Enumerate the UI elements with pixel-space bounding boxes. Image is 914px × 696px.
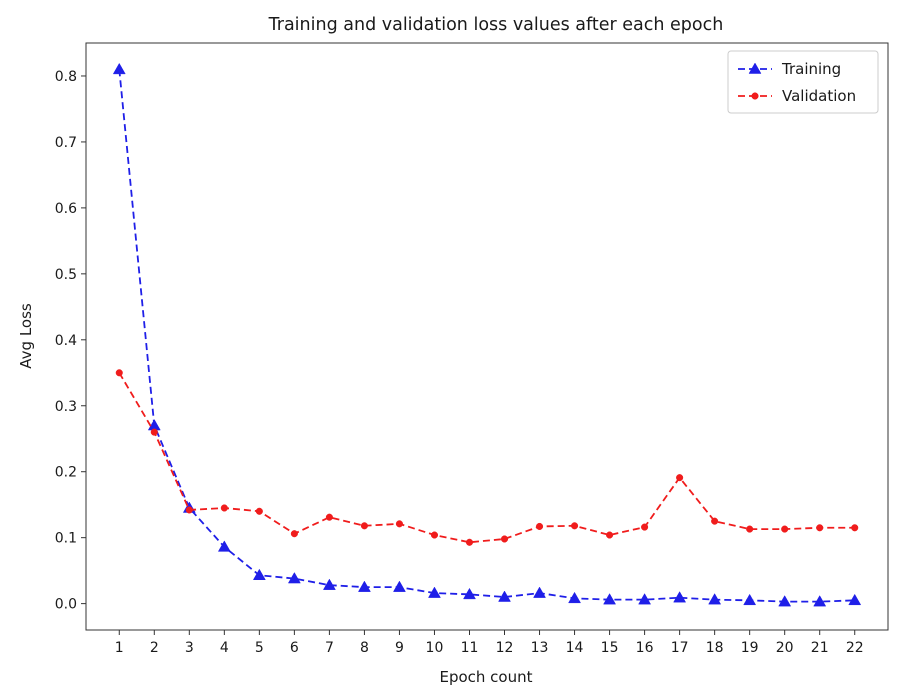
y-tick-label: 0.5	[55, 267, 77, 283]
x-tick-label: 22	[846, 640, 864, 656]
validation-line	[118, 372, 855, 544]
x-tick-label: 15	[601, 640, 619, 656]
y-tick-label: 0.8	[55, 69, 77, 85]
plot-area	[85, 42, 889, 631]
validation-point	[571, 522, 579, 530]
x-tick-label: 3	[185, 640, 194, 656]
validation-point	[325, 513, 333, 521]
validation-point	[150, 428, 158, 436]
x-tick-label: 11	[461, 640, 479, 656]
training-point	[112, 62, 126, 75]
x-tick-label: 17	[671, 640, 689, 656]
training-point	[498, 590, 511, 602]
training-point	[743, 593, 757, 606]
training-point	[848, 593, 862, 606]
chart-title: Training and validation loss values afte…	[268, 15, 724, 35]
x-tick-label: 14	[566, 640, 584, 656]
validation-point	[676, 474, 684, 482]
y-tick-label: 0.3	[55, 399, 77, 415]
training-point	[428, 586, 441, 598]
y-tick-label: 0.0	[55, 597, 77, 613]
training-point	[287, 572, 301, 584]
y-tick-label: 0.1	[55, 531, 77, 547]
validation-point	[465, 538, 474, 546]
training-point	[603, 593, 617, 605]
validation-point	[851, 524, 859, 532]
x-tick-label: 1	[115, 640, 124, 656]
training-point	[463, 587, 476, 600]
training-point	[778, 595, 792, 607]
validation-point	[185, 506, 193, 514]
x-axis-label: Epoch count	[439, 668, 532, 686]
validation-point	[606, 531, 614, 539]
legend-item-training: Training	[738, 60, 841, 78]
x-tick-label: 20	[776, 640, 794, 656]
validation-series	[115, 369, 859, 546]
validation-point	[711, 517, 719, 525]
legend-swatch-marker	[751, 92, 759, 100]
training-line	[118, 69, 855, 603]
validation-point	[535, 522, 544, 531]
training-point	[357, 580, 371, 592]
validation-point	[115, 369, 123, 377]
x-tick-label: 21	[811, 640, 829, 656]
validation-point	[290, 530, 298, 538]
training-series	[112, 62, 862, 607]
legend-swatch-marker	[748, 62, 762, 74]
legend-box	[727, 50, 879, 114]
x-tick-label: 7	[325, 640, 334, 656]
x-tick-label: 10	[426, 640, 444, 656]
x-axis-ticks: 1 2 3 4 5 6 7 8 9 10 11 12 13 14 15 16 17 18 19 20 21 22	[115, 630, 864, 656]
x-tick-label: 16	[636, 640, 654, 656]
training-point	[708, 593, 722, 605]
validation-point	[746, 525, 754, 533]
validation-point	[395, 520, 403, 528]
y-axis-ticks: 0.0 0.1 0.2 0.3 0.4 0.5 0.6 0.7 0.8	[55, 69, 86, 613]
validation-point	[430, 531, 439, 539]
x-tick-label: 12	[496, 640, 514, 656]
legend-item-validation: Validation	[738, 87, 856, 105]
training-point	[638, 593, 652, 605]
y-tick-label: 0.2	[55, 465, 77, 481]
x-tick-label: 5	[255, 640, 264, 656]
legend-label: Validation	[782, 87, 856, 105]
x-tick-label: 9	[395, 640, 404, 656]
x-tick-label: 18	[706, 640, 724, 656]
validation-point	[781, 525, 789, 533]
validation-point	[255, 507, 263, 515]
x-tick-label: 4	[220, 640, 229, 656]
y-tick-label: 0.6	[55, 201, 77, 217]
validation-point	[220, 504, 228, 512]
training-point	[217, 540, 231, 552]
series-group	[112, 62, 862, 607]
x-tick-label: 6	[290, 640, 299, 656]
training-point	[533, 586, 546, 598]
training-point	[322, 578, 336, 590]
validation-point	[360, 522, 368, 530]
training-point	[252, 568, 266, 581]
y-tick-label: 0.4	[55, 333, 77, 349]
training-point	[393, 580, 406, 592]
validation-point	[816, 524, 824, 532]
training-point	[673, 591, 687, 603]
training-point	[813, 595, 827, 607]
x-tick-label: 13	[531, 640, 549, 656]
x-tick-label: 19	[741, 640, 759, 656]
validation-point	[500, 535, 509, 543]
y-axis-label: Avg Loss	[17, 303, 35, 369]
x-tick-label: 8	[360, 640, 369, 656]
y-tick-label: 0.7	[55, 135, 77, 151]
legend: Training Validation	[727, 50, 879, 114]
training-point	[568, 591, 581, 604]
validation-point	[641, 523, 649, 531]
legend-label: Training	[781, 60, 841, 78]
x-tick-label: 2	[150, 640, 159, 656]
